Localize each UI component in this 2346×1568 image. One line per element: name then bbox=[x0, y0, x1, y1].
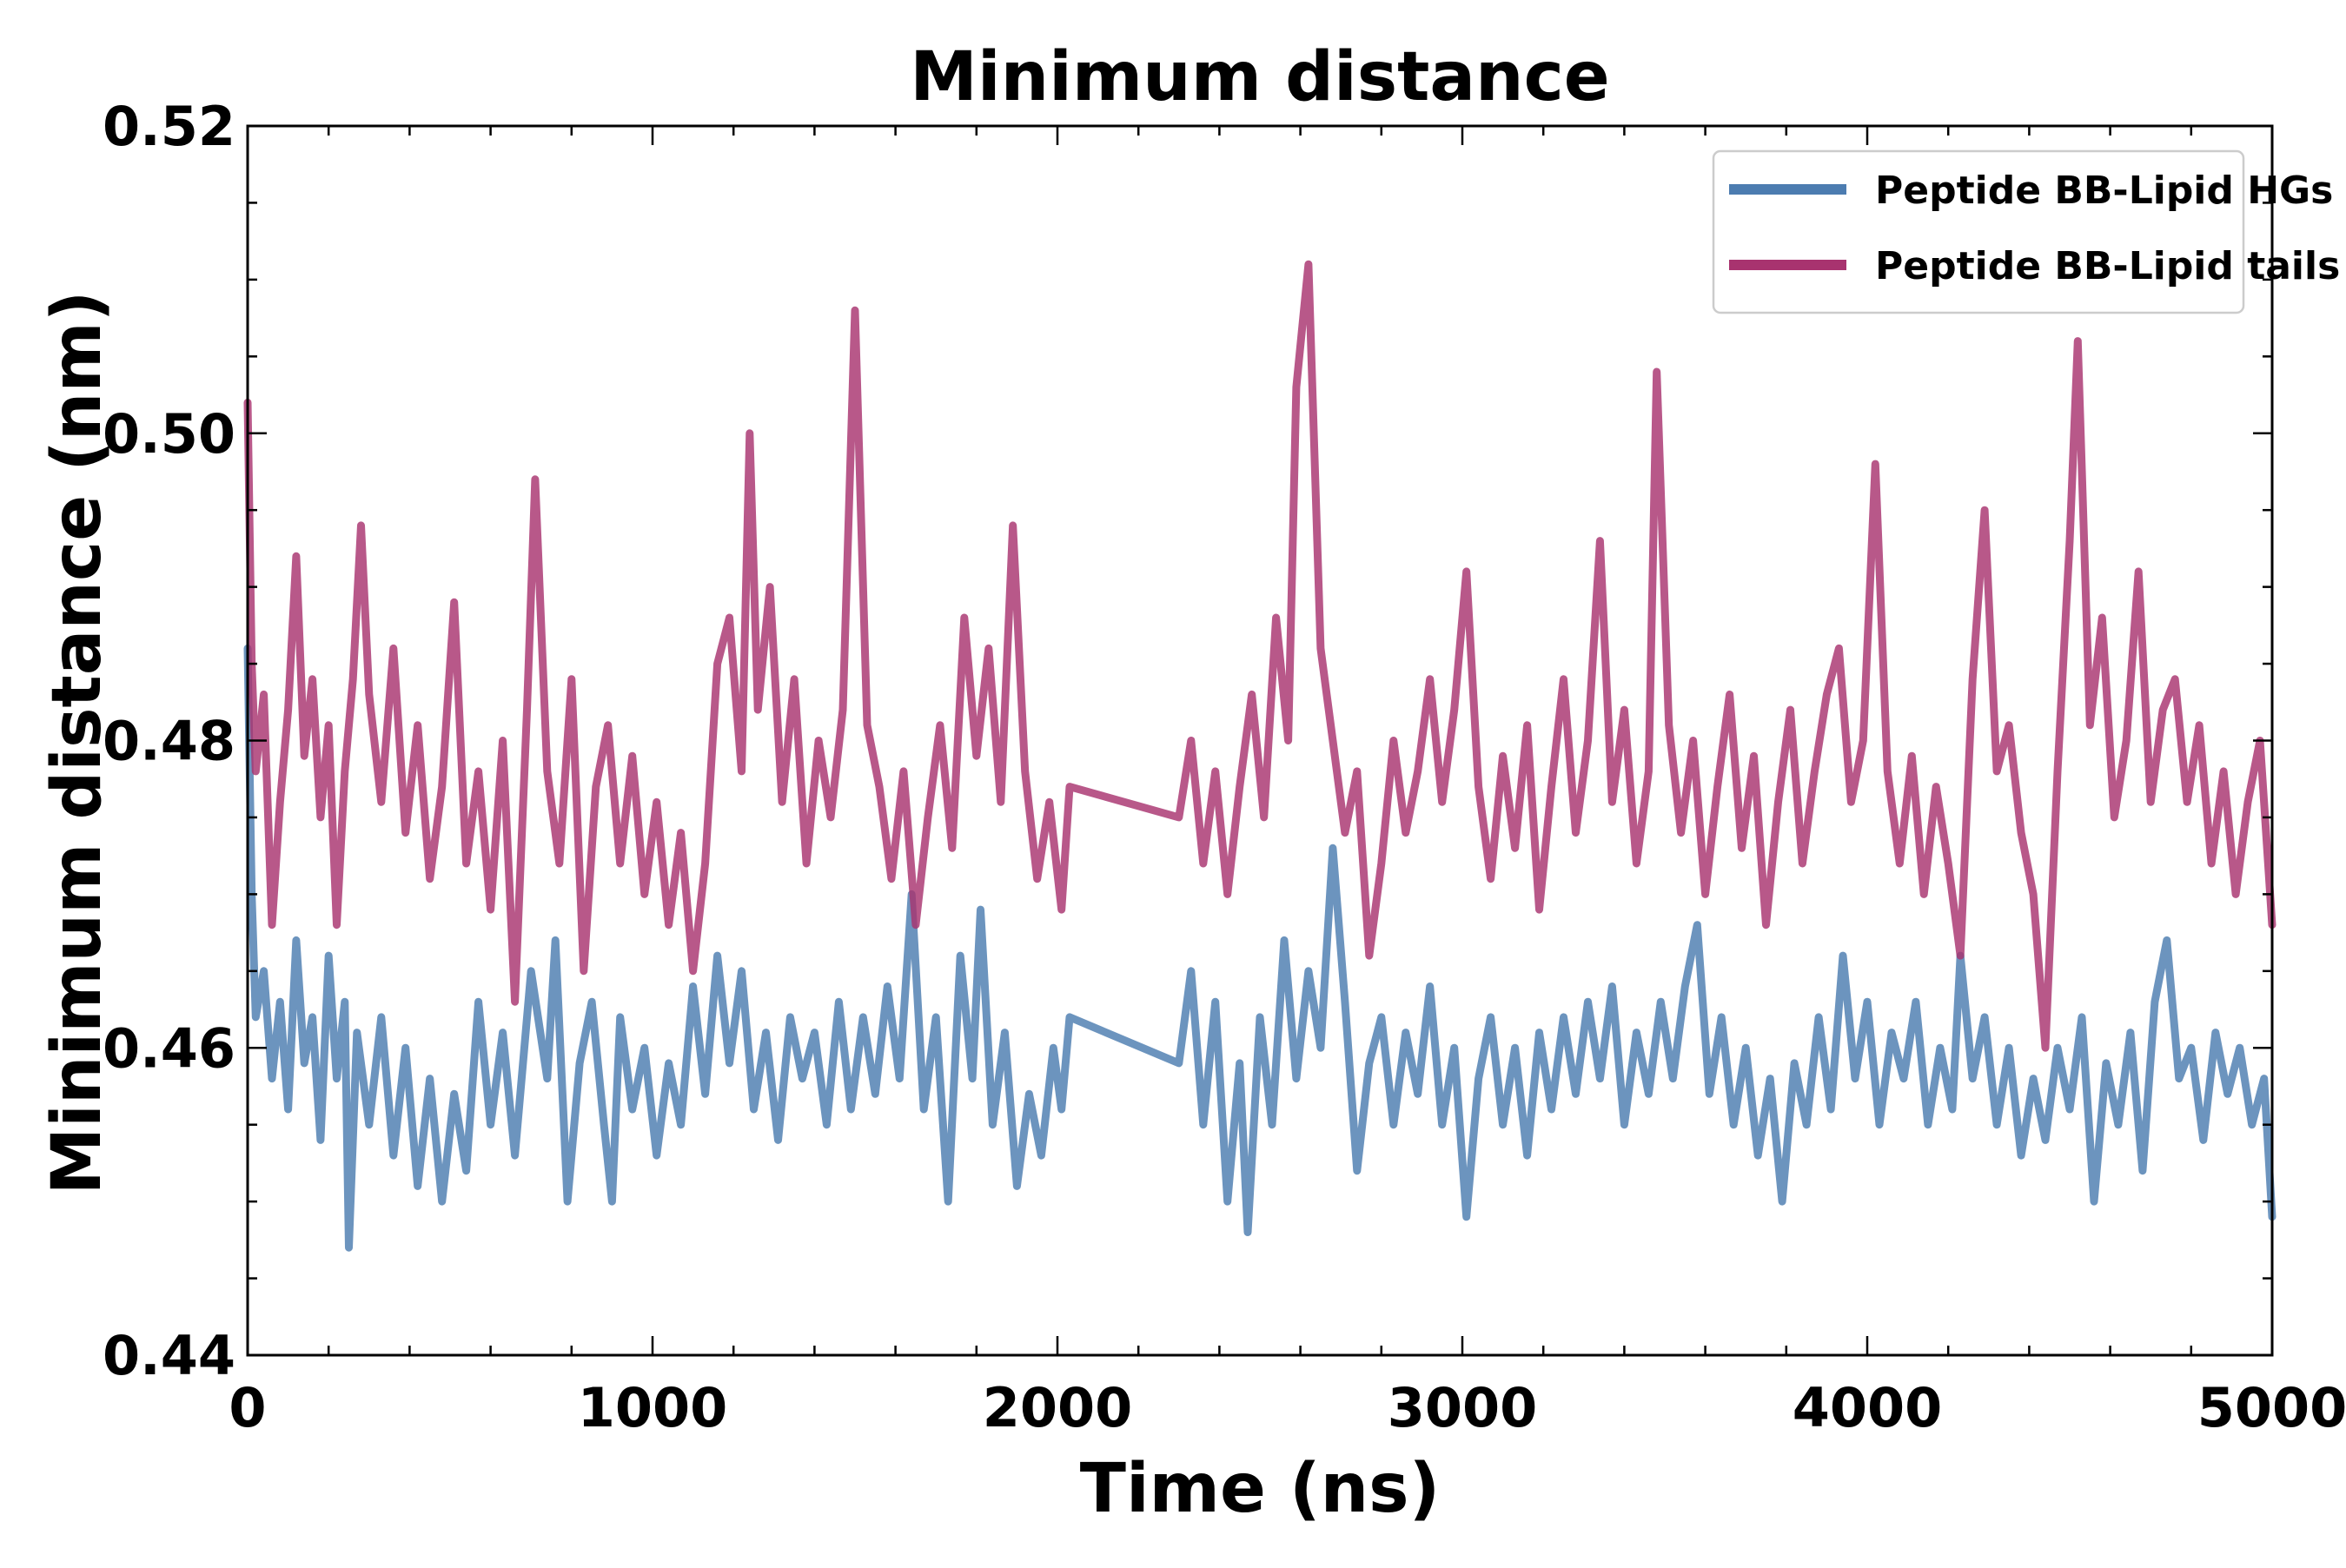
y-tick-label: 0.48 bbox=[103, 710, 235, 773]
legend: Peptide BB-Lipid HGs Peptide BB-Lipid ta… bbox=[1712, 149, 2340, 314]
x-tick-label: 3000 bbox=[1388, 1376, 1538, 1439]
series-line-0 bbox=[243, 644, 2276, 1252]
legend-label-hgs: Peptide BB-Lipid HGs bbox=[1875, 169, 2333, 213]
x-tick-label: 2000 bbox=[983, 1376, 1133, 1439]
legend-label-tails: Peptide BB-Lipid tails bbox=[1875, 244, 2340, 288]
x-tick-label: 1000 bbox=[578, 1376, 728, 1439]
ticks-layer: 0 1000 2000 3000 4000 5000 0.44 0.46 0.48 0.50 0.5… bbox=[103, 95, 2346, 1439]
y-tick-label: 0.50 bbox=[103, 402, 235, 466]
chart-title: Minimum distance bbox=[910, 38, 1609, 116]
x-tick-label: 4000 bbox=[1793, 1376, 1943, 1439]
x-tick-label: 0 bbox=[229, 1376, 266, 1439]
y-axis-label: Minimum distance (nm) bbox=[38, 291, 116, 1195]
x-tick-label: 5000 bbox=[2197, 1376, 2346, 1439]
series-layer bbox=[243, 260, 2276, 1252]
series-line-1 bbox=[243, 260, 2276, 1052]
y-tick-label: 0.52 bbox=[103, 95, 235, 158]
x-axis-label: Time (ns) bbox=[1080, 1450, 1441, 1528]
y-tick-label: 0.44 bbox=[103, 1324, 235, 1387]
y-tick-label: 0.46 bbox=[103, 1016, 235, 1080]
